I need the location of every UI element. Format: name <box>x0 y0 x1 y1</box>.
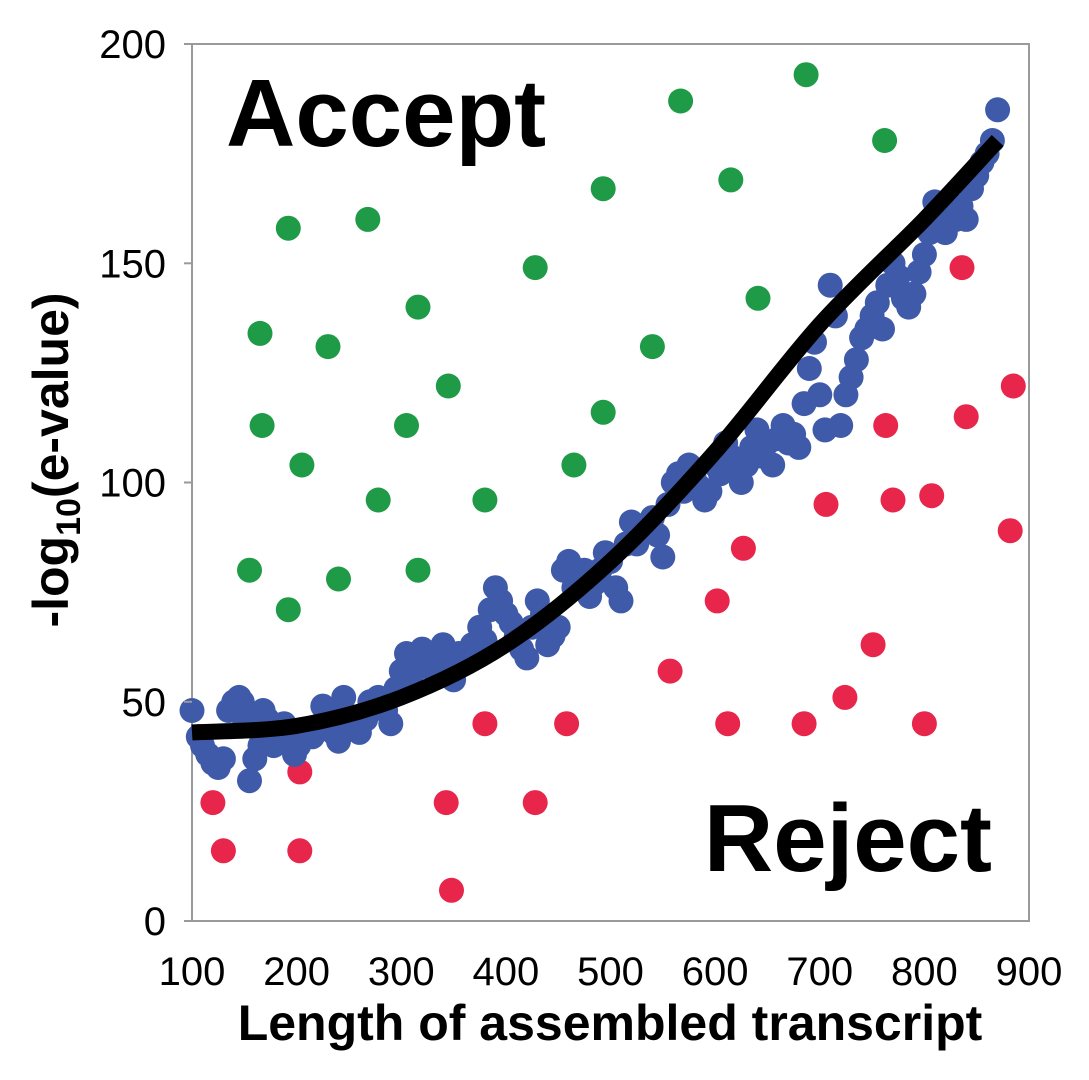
x-axis-title: Length of assembled transcript <box>238 995 983 1051</box>
x-tick-label-800: 800 <box>891 950 958 994</box>
red-point-3 <box>287 838 313 864</box>
green-point-10 <box>394 413 419 438</box>
green-point-22 <box>745 285 771 311</box>
blue-point-121 <box>817 272 843 298</box>
red-point-5 <box>439 877 464 903</box>
y-axis-ticks: 0 50 100 150 200 <box>99 23 192 944</box>
blue-point-119 <box>807 382 833 408</box>
y-axis-title-subscript: 10 <box>50 498 88 536</box>
blue-point-139 <box>911 242 937 267</box>
green-point-3 <box>275 215 301 241</box>
trend-curve <box>191 135 1004 741</box>
red-point-24 <box>1000 373 1026 399</box>
red-point-4 <box>433 790 459 816</box>
red-point-10 <box>704 588 730 614</box>
green-point-8 <box>355 206 381 232</box>
y-tick-label-150: 150 <box>99 242 166 286</box>
red-point-14 <box>813 491 839 517</box>
green-point-2 <box>249 413 275 438</box>
red-point-20 <box>919 483 945 509</box>
y-axis-title: -log10(e-value) <box>23 292 88 627</box>
y-axis-title-suffix: (e-value) <box>23 292 79 498</box>
green-point-5 <box>289 452 315 478</box>
x-tick-label-100: 100 <box>159 950 226 994</box>
red-point-7 <box>522 790 548 816</box>
trend-curve-layer <box>191 135 1004 741</box>
red-point-17 <box>873 413 899 438</box>
green-point-17 <box>590 176 616 202</box>
green-point-1 <box>247 320 273 346</box>
red-point-11 <box>715 711 741 737</box>
blue-point-30 <box>331 684 357 710</box>
red-point-13 <box>791 711 817 737</box>
blue-point-147 <box>953 206 979 232</box>
x-tick-label-200: 200 <box>263 950 330 994</box>
blue-point-0 <box>179 698 205 723</box>
red-point-15 <box>832 684 858 710</box>
green-point-19 <box>639 334 665 360</box>
green-point-13 <box>435 373 461 399</box>
green-point-14 <box>472 487 498 513</box>
x-tick-label-500: 500 <box>577 950 644 994</box>
red-point-19 <box>911 711 937 737</box>
red-point-21 <box>949 255 975 281</box>
green-point-6 <box>315 334 341 360</box>
blue-point-89 <box>650 544 676 570</box>
red-point-23 <box>997 518 1023 544</box>
blue-point-115 <box>786 434 812 460</box>
blue-point-81 <box>608 588 634 614</box>
y-tick-label-50: 50 <box>122 681 167 725</box>
green-point-15 <box>522 255 548 281</box>
green-point-23 <box>793 62 819 88</box>
green-point-18 <box>590 399 616 425</box>
x-tick-label-700: 700 <box>786 950 853 994</box>
green-point-7 <box>326 566 351 592</box>
blue-point-110 <box>760 452 786 478</box>
red-point-9 <box>657 658 683 684</box>
blue-point-131 <box>870 316 895 342</box>
x-tick-label-900: 900 <box>996 950 1063 994</box>
accept-label: Accept <box>226 60 546 167</box>
blue-point-12 <box>237 768 262 794</box>
red-point-0 <box>200 790 226 816</box>
blue-point-117 <box>796 356 822 381</box>
green-point-21 <box>718 167 744 193</box>
blue-point-123 <box>828 413 854 438</box>
blue-point-137 <box>901 281 927 307</box>
green-point-4 <box>275 597 301 623</box>
green-point-9 <box>365 487 391 513</box>
x-axis-ticks: 100 200 300 400 500 600 700 800 900 <box>159 950 1063 994</box>
blue-point-38 <box>378 711 404 737</box>
red-point-22 <box>953 404 979 430</box>
y-tick-label-0: 0 <box>144 900 166 944</box>
green-point-12 <box>405 557 431 583</box>
blue-point-126 <box>843 347 869 373</box>
y-tick-label-100: 100 <box>99 462 166 506</box>
y-axis-title-prefix: -log <box>23 536 79 628</box>
green-point-20 <box>668 88 694 114</box>
blue-point-6 <box>210 746 236 772</box>
red-point-1 <box>210 838 236 864</box>
green-point-16 <box>561 452 587 478</box>
reject-label: Reject <box>704 785 992 892</box>
green-point-11 <box>405 294 431 320</box>
x-tick-label-300: 300 <box>368 950 435 994</box>
x-tick-label-400: 400 <box>473 950 540 994</box>
red-point-8 <box>554 711 580 737</box>
blue-point-134 <box>885 263 911 289</box>
x-tick-label-600: 600 <box>682 950 749 994</box>
blue-point-153 <box>985 97 1011 123</box>
green-point-24 <box>872 128 898 153</box>
green-point-0 <box>237 557 262 583</box>
red-point-12 <box>730 535 756 561</box>
y-tick-label-200: 200 <box>99 23 166 67</box>
blue-point-63 <box>514 645 540 671</box>
red-point-6 <box>472 711 498 737</box>
red-point-16 <box>860 632 886 658</box>
red-point-18 <box>880 487 906 513</box>
